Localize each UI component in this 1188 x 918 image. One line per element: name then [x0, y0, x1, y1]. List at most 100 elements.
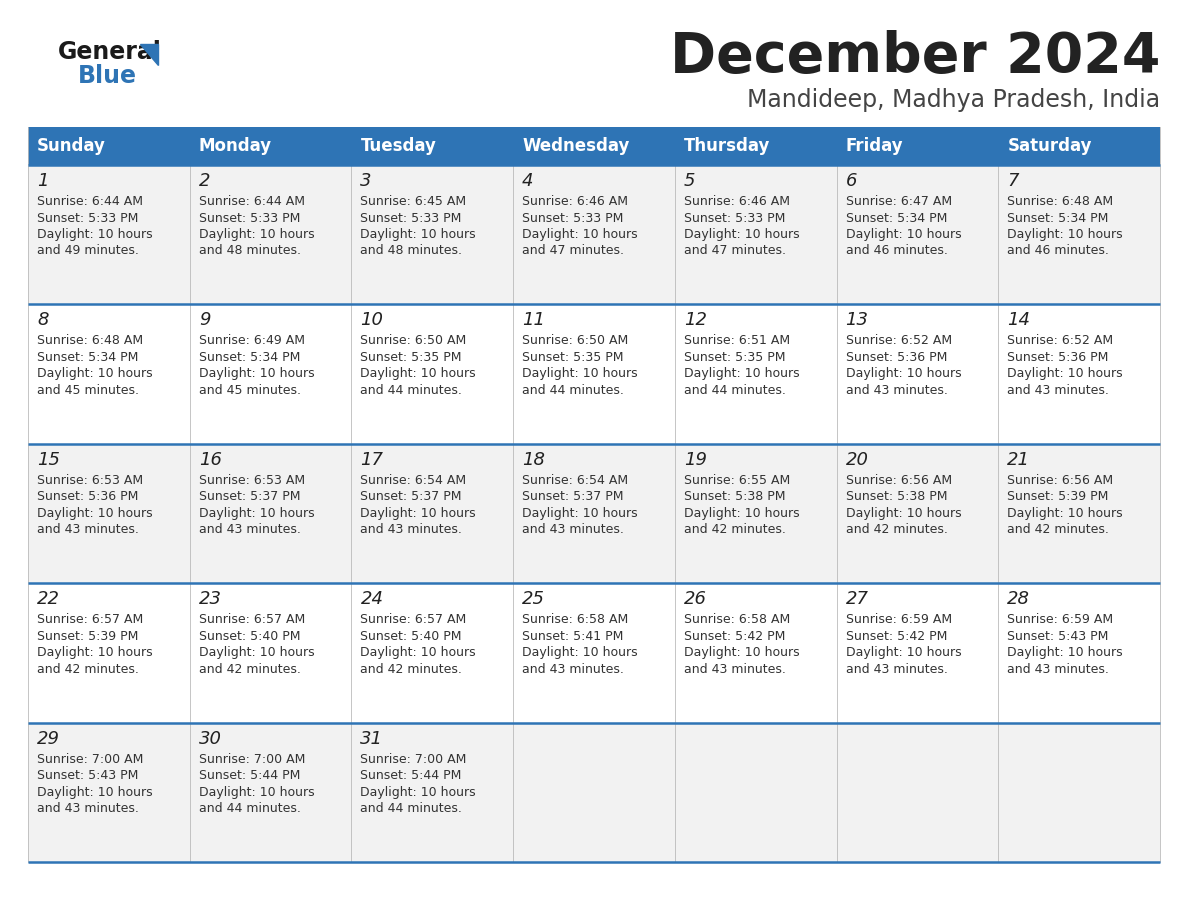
Text: Sunset: 5:33 PM: Sunset: 5:33 PM [198, 211, 301, 225]
Text: Daylight: 10 hours: Daylight: 10 hours [846, 228, 961, 241]
Text: Daylight: 10 hours: Daylight: 10 hours [1007, 367, 1123, 380]
Text: Sunrise: 6:52 AM: Sunrise: 6:52 AM [846, 334, 952, 347]
Text: Daylight: 10 hours: Daylight: 10 hours [37, 507, 152, 520]
Text: Sunset: 5:34 PM: Sunset: 5:34 PM [198, 351, 301, 364]
Text: and 47 minutes.: and 47 minutes. [684, 244, 785, 258]
Text: and 43 minutes.: and 43 minutes. [846, 384, 948, 397]
Text: and 43 minutes.: and 43 minutes. [846, 663, 948, 676]
Text: Sunset: 5:37 PM: Sunset: 5:37 PM [360, 490, 462, 503]
Text: 14: 14 [1007, 311, 1030, 330]
Text: Daylight: 10 hours: Daylight: 10 hours [37, 786, 152, 799]
Text: Sunrise: 7:00 AM: Sunrise: 7:00 AM [360, 753, 467, 766]
Text: and 43 minutes.: and 43 minutes. [523, 523, 624, 536]
Text: Sunrise: 6:57 AM: Sunrise: 6:57 AM [37, 613, 144, 626]
Text: Daylight: 10 hours: Daylight: 10 hours [1007, 507, 1123, 520]
Text: 21: 21 [1007, 451, 1030, 469]
Text: Sunset: 5:43 PM: Sunset: 5:43 PM [37, 769, 138, 782]
Text: Sunset: 5:42 PM: Sunset: 5:42 PM [846, 630, 947, 643]
Text: Sunrise: 6:56 AM: Sunrise: 6:56 AM [1007, 474, 1113, 487]
Text: Daylight: 10 hours: Daylight: 10 hours [360, 646, 476, 659]
Text: Sunset: 5:44 PM: Sunset: 5:44 PM [198, 769, 301, 782]
Bar [29, 127, 190, 165]
Text: Sunset: 5:40 PM: Sunset: 5:40 PM [360, 630, 462, 643]
Text: and 45 minutes.: and 45 minutes. [37, 384, 139, 397]
Text: Sunset: 5:38 PM: Sunset: 5:38 PM [684, 490, 785, 503]
Bar [513, 127, 675, 165]
Text: Sunset: 5:34 PM: Sunset: 5:34 PM [37, 351, 138, 364]
Text: 6: 6 [846, 172, 857, 190]
Text: Sunset: 5:33 PM: Sunset: 5:33 PM [360, 211, 462, 225]
Text: 1: 1 [37, 172, 49, 190]
Text: and 44 minutes.: and 44 minutes. [360, 802, 462, 815]
Text: and 44 minutes.: and 44 minutes. [684, 384, 785, 397]
Text: Sunrise: 6:46 AM: Sunrise: 6:46 AM [684, 195, 790, 208]
Text: Monday: Monday [198, 137, 272, 155]
Text: Daylight: 10 hours: Daylight: 10 hours [523, 228, 638, 241]
Bar [675, 127, 836, 165]
Polygon shape [140, 44, 158, 65]
Text: Mandideep, Madhya Pradesh, India: Mandideep, Madhya Pradesh, India [747, 88, 1159, 112]
Text: 22: 22 [37, 590, 61, 609]
Text: and 42 minutes.: and 42 minutes. [684, 523, 785, 536]
Text: and 43 minutes.: and 43 minutes. [360, 523, 462, 536]
Text: Sunrise: 6:50 AM: Sunrise: 6:50 AM [523, 334, 628, 347]
Bar [29, 165, 1159, 305]
Text: and 47 minutes.: and 47 minutes. [523, 244, 624, 258]
Text: 25: 25 [523, 590, 545, 609]
Text: Daylight: 10 hours: Daylight: 10 hours [523, 507, 638, 520]
Text: and 42 minutes.: and 42 minutes. [1007, 523, 1110, 536]
Text: and 49 minutes.: and 49 minutes. [37, 244, 139, 258]
Text: Sunrise: 6:53 AM: Sunrise: 6:53 AM [37, 474, 143, 487]
Text: and 43 minutes.: and 43 minutes. [37, 802, 139, 815]
Text: Sunrise: 6:49 AM: Sunrise: 6:49 AM [198, 334, 304, 347]
Text: Sunset: 5:34 PM: Sunset: 5:34 PM [846, 211, 947, 225]
Text: Sunset: 5:42 PM: Sunset: 5:42 PM [684, 630, 785, 643]
Text: 5: 5 [684, 172, 695, 190]
Text: Daylight: 10 hours: Daylight: 10 hours [684, 507, 800, 520]
Text: Sunrise: 6:45 AM: Sunrise: 6:45 AM [360, 195, 467, 208]
Text: and 42 minutes.: and 42 minutes. [198, 663, 301, 676]
Text: Sunrise: 6:58 AM: Sunrise: 6:58 AM [684, 613, 790, 626]
Text: Daylight: 10 hours: Daylight: 10 hours [1007, 228, 1123, 241]
Text: and 42 minutes.: and 42 minutes. [360, 663, 462, 676]
Text: 20: 20 [846, 451, 868, 469]
Text: 7: 7 [1007, 172, 1019, 190]
Text: and 44 minutes.: and 44 minutes. [198, 802, 301, 815]
Text: Daylight: 10 hours: Daylight: 10 hours [198, 646, 315, 659]
Text: Sunset: 5:39 PM: Sunset: 5:39 PM [1007, 490, 1108, 503]
Text: Daylight: 10 hours: Daylight: 10 hours [523, 646, 638, 659]
Text: 4: 4 [523, 172, 533, 190]
Text: 13: 13 [846, 311, 868, 330]
Text: Sunset: 5:36 PM: Sunset: 5:36 PM [846, 351, 947, 364]
Text: Sunset: 5:35 PM: Sunset: 5:35 PM [684, 351, 785, 364]
Text: Sunset: 5:41 PM: Sunset: 5:41 PM [523, 630, 624, 643]
Text: 3: 3 [360, 172, 372, 190]
Text: December 2024: December 2024 [670, 30, 1159, 84]
Text: 18: 18 [523, 451, 545, 469]
Text: 28: 28 [1007, 590, 1030, 609]
Bar [29, 443, 1159, 583]
Text: Saturday: Saturday [1007, 137, 1092, 155]
Text: Sunset: 5:35 PM: Sunset: 5:35 PM [360, 351, 462, 364]
Bar [190, 127, 352, 165]
Text: and 43 minutes.: and 43 minutes. [1007, 663, 1110, 676]
Text: 2: 2 [198, 172, 210, 190]
Text: Sunset: 5:35 PM: Sunset: 5:35 PM [523, 351, 624, 364]
Text: 19: 19 [684, 451, 707, 469]
Text: Blue: Blue [78, 64, 137, 88]
Bar [29, 305, 1159, 443]
Text: Sunrise: 6:54 AM: Sunrise: 6:54 AM [360, 474, 467, 487]
Text: Daylight: 10 hours: Daylight: 10 hours [846, 507, 961, 520]
Text: Daylight: 10 hours: Daylight: 10 hours [37, 367, 152, 380]
Text: Sunset: 5:36 PM: Sunset: 5:36 PM [1007, 351, 1108, 364]
Text: Sunrise: 6:58 AM: Sunrise: 6:58 AM [523, 613, 628, 626]
Text: 12: 12 [684, 311, 707, 330]
Text: and 46 minutes.: and 46 minutes. [1007, 244, 1110, 258]
Text: Sunday: Sunday [37, 137, 106, 155]
Text: Daylight: 10 hours: Daylight: 10 hours [37, 228, 152, 241]
Text: Daylight: 10 hours: Daylight: 10 hours [360, 786, 476, 799]
Text: Sunrise: 6:55 AM: Sunrise: 6:55 AM [684, 474, 790, 487]
Text: Daylight: 10 hours: Daylight: 10 hours [198, 367, 315, 380]
Text: 23: 23 [198, 590, 222, 609]
Text: and 45 minutes.: and 45 minutes. [198, 384, 301, 397]
